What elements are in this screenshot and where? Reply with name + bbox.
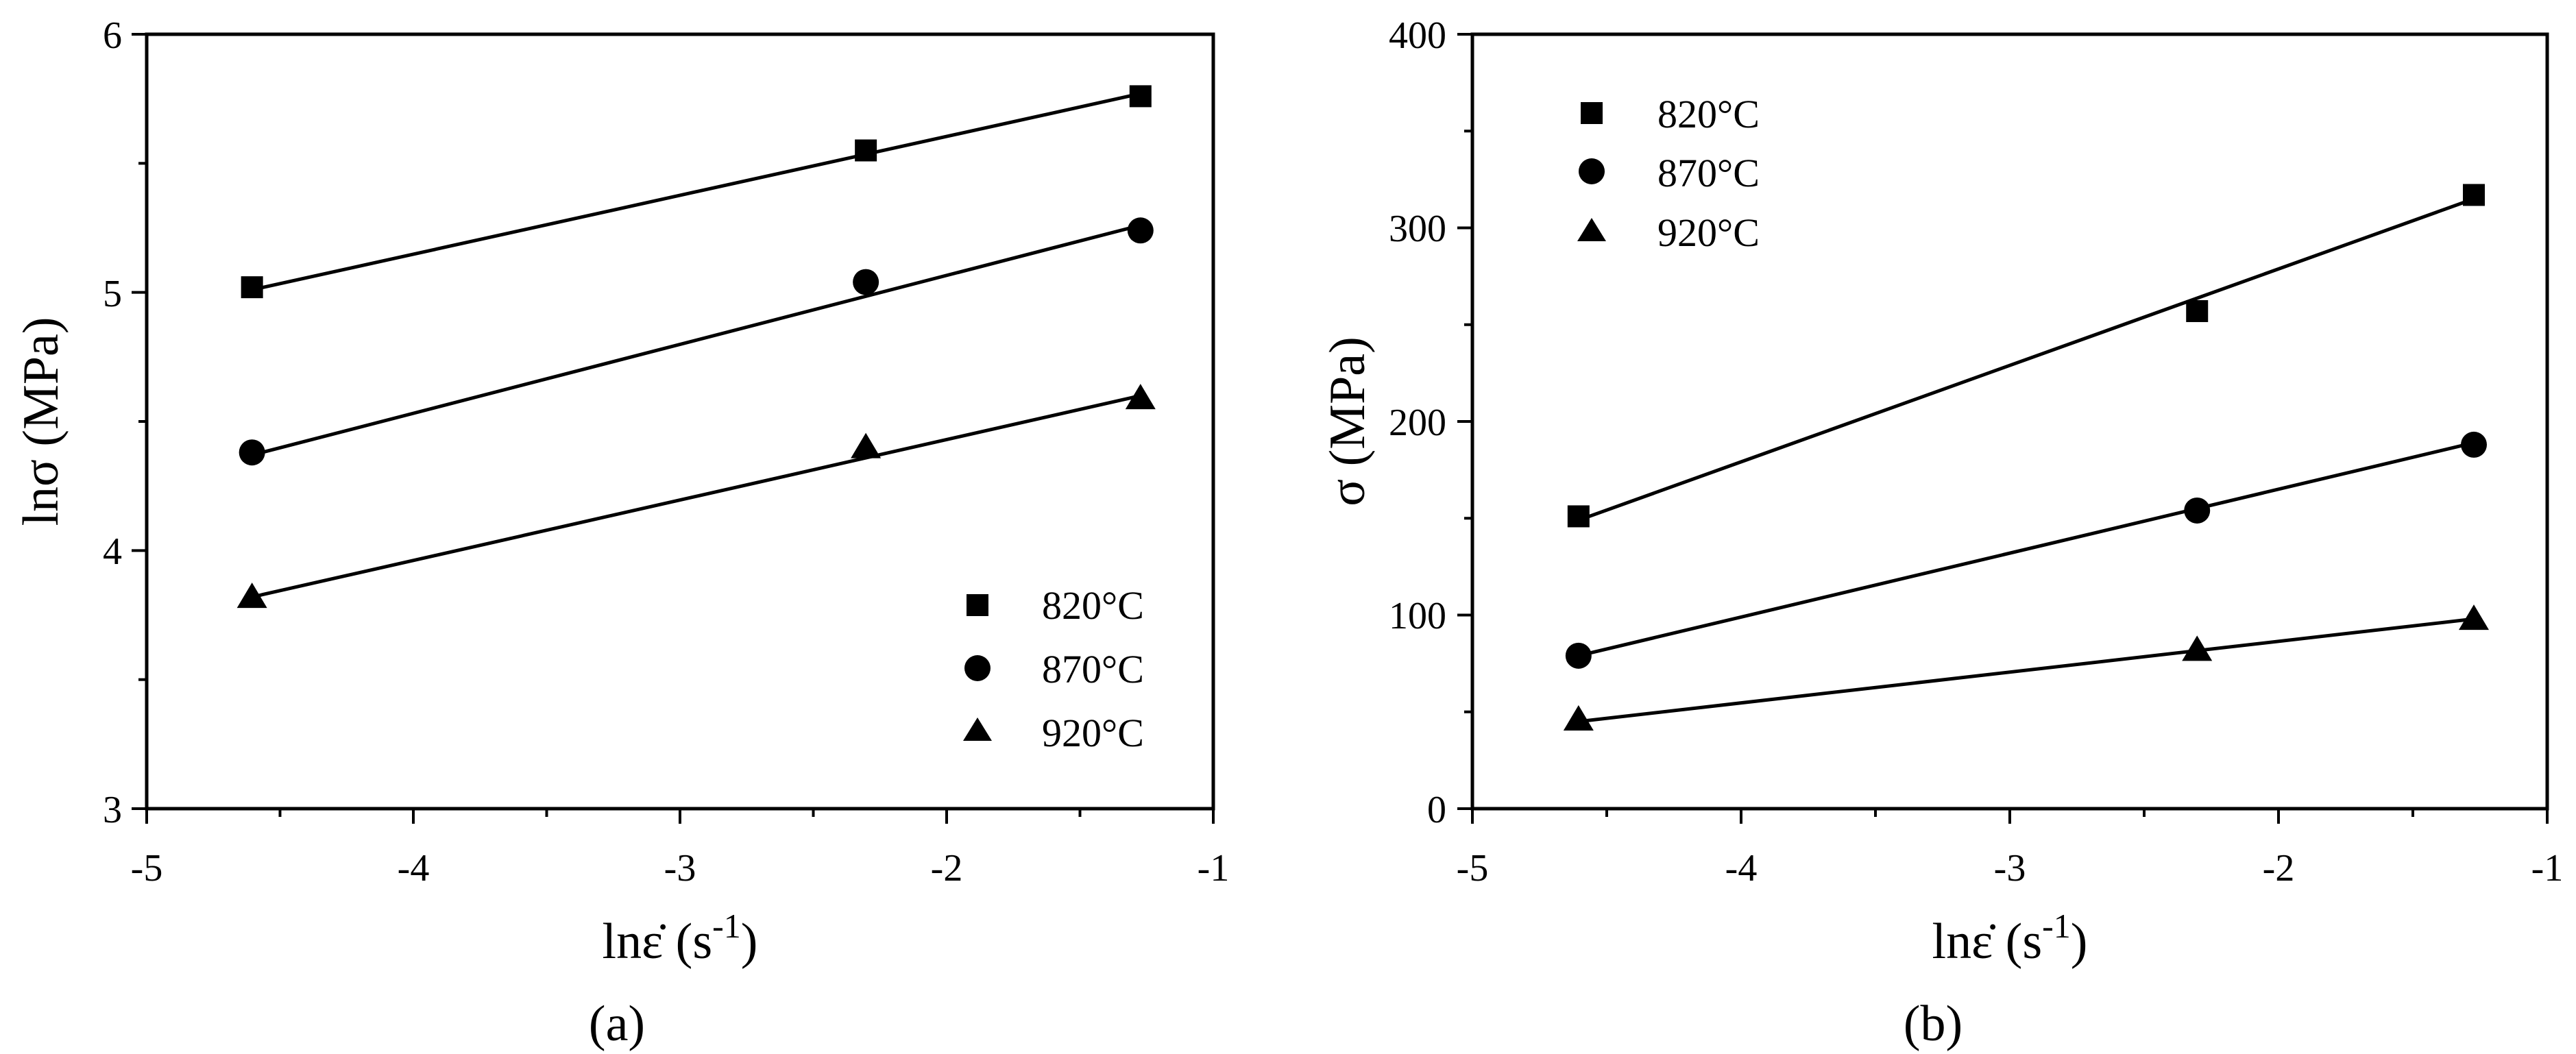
data-point-square — [2186, 299, 2209, 322]
panel-b-ytick-label: 400 — [1389, 14, 1446, 57]
data-point-square — [241, 276, 263, 299]
panel-b-xtick-label: -2 — [2263, 847, 2295, 890]
panel-b-data-points — [1563, 184, 2489, 731]
panel-a-xtick-label: -1 — [1198, 847, 1230, 890]
legend-label: 870°C — [1042, 647, 1144, 691]
data-point-circle — [1565, 642, 1592, 669]
data-point-square — [2462, 184, 2485, 206]
panel-a-ticks — [132, 33, 1215, 824]
legend-label: 920°C — [1657, 210, 1760, 255]
data-point-triangle — [1563, 705, 1594, 731]
fit-line-870°C — [252, 223, 1141, 457]
data-point-triangle — [236, 583, 267, 609]
panel-b-xtick-label: -5 — [1457, 847, 1489, 890]
panel-a-legend: 820°C 870°C 920°C — [963, 583, 1144, 755]
data-point-circle — [239, 439, 265, 466]
panel-a-plot-frame — [145, 32, 1215, 811]
panel-b-ytick-label: 300 — [1389, 208, 1446, 250]
panel-b-x-axis-title-sup: -1 — [2042, 907, 2071, 945]
fit-line-920°C — [1578, 617, 2475, 724]
fit-line-870°C — [1578, 441, 2475, 658]
panel-b-ytick-label: 100 — [1389, 595, 1446, 637]
panel-a-x-axis-title: lnε̇ (s-1) — [603, 907, 758, 970]
panel-b-xtick-label: -3 — [1994, 847, 2026, 890]
panel-a-xtick-label: -5 — [131, 847, 163, 890]
panel-b-xtick-label: -4 — [1725, 847, 1758, 890]
panel-a-y-axis-title: lnσ (MPa) — [13, 317, 69, 526]
data-point-circle — [853, 269, 879, 295]
legend-label: 820°C — [1042, 583, 1144, 628]
data-point-triangle — [851, 432, 882, 458]
legend-square-marker — [967, 594, 988, 616]
legend-label: 870°C — [1657, 151, 1760, 195]
data-point-triangle — [2458, 604, 2489, 630]
panel-a-x-axis-title-main: lnε̇ (s — [603, 914, 713, 970]
fit-line-920°C — [252, 393, 1141, 599]
data-point-circle — [2460, 431, 2487, 458]
legend-triangle-marker — [1577, 218, 1606, 241]
panel-b-chart: 0 100 200 300 400 -5 -4 -3 -2 -1 σ (MPa)… — [1320, 14, 2563, 1052]
panel-a-ytick-label: 4 — [103, 530, 122, 573]
panel-a-xtick-label: -3 — [664, 847, 696, 890]
panel-b-label: (b) — [1904, 996, 1963, 1052]
data-point-triangle — [1125, 384, 1156, 410]
data-point-square — [1129, 85, 1152, 108]
panel-a-data-points — [236, 85, 1156, 609]
legend-circle-marker — [964, 655, 991, 681]
panel-a-label: (a) — [589, 996, 645, 1052]
data-point-circle — [2184, 497, 2211, 524]
panel-b-ytick-label: 0 — [1427, 789, 1446, 831]
panel-b-y-axis-title: σ (MPa) — [1320, 336, 1376, 506]
fit-line-820°C — [252, 92, 1141, 292]
panel-a-xtick-label: -4 — [398, 847, 430, 890]
legend-label: 920°C — [1042, 711, 1144, 755]
panel-a-fit-lines — [252, 92, 1141, 599]
panel-a-ytick-label: 6 — [103, 14, 122, 57]
panel-b-plot-frame — [1470, 32, 2549, 811]
data-point-triangle — [2182, 635, 2213, 661]
panel-a-chart: 3 4 5 6 -5 -4 -3 -2 -1 lnσ (MPa) lnε̇ (s… — [13, 14, 1229, 1052]
panel-b-x-axis-title: lnε̇ (s-1) — [1932, 907, 2088, 970]
panel-b-xtick-label: -1 — [2531, 847, 2564, 890]
panel-a-x-axis-title-tail: ) — [741, 914, 758, 970]
legend-triangle-marker — [963, 718, 992, 741]
legend-label: 820°C — [1657, 92, 1760, 136]
data-point-square — [1567, 505, 1590, 528]
data-point-square — [855, 139, 877, 162]
panel-b-ticks — [1457, 33, 2549, 824]
panel-a-ytick-label: 3 — [103, 789, 122, 831]
panel-a-xtick-label: -2 — [931, 847, 963, 890]
panel-a-x-axis-title-sup: -1 — [712, 907, 741, 945]
panel-b-legend: 820°C 870°C 920°C — [1577, 92, 1760, 255]
panel-a-ytick-label: 5 — [103, 273, 122, 315]
data-point-circle — [1127, 217, 1154, 244]
legend-circle-marker — [1579, 158, 1605, 184]
panel-b-ytick-label: 200 — [1389, 402, 1446, 444]
legend-square-marker — [1581, 102, 1603, 124]
fit-line-820°C — [1577, 197, 2475, 522]
panel-b-fit-lines — [1577, 197, 2475, 724]
panel-b-x-axis-title-main: lnε̇ (s — [1932, 914, 2043, 970]
panel-b-x-axis-title-tail: ) — [2071, 914, 2088, 970]
